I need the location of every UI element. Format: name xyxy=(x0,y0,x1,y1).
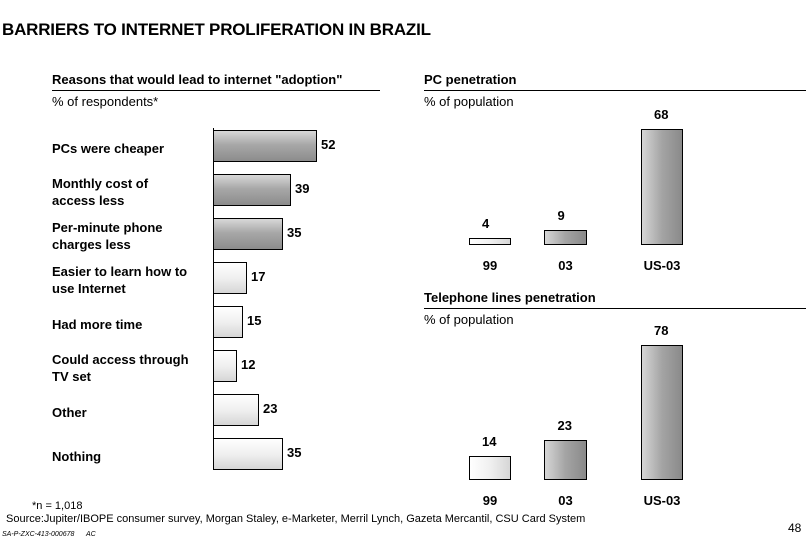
pc-tick-label: US-03 xyxy=(643,258,681,273)
data-label: 17 xyxy=(251,269,266,284)
phone-header-rule xyxy=(424,308,806,309)
category-label-line: access less xyxy=(52,193,125,208)
category-label: Per-minute phone charges less xyxy=(52,219,163,253)
pc-data-label: 4 xyxy=(482,216,490,231)
phone-chart-subtitle: % of population xyxy=(424,312,514,327)
data-label: 39 xyxy=(295,181,310,196)
reasons-chart-title: Reasons that would lead to internet "ado… xyxy=(52,72,343,87)
phone-data-label: 14 xyxy=(482,434,497,449)
category-label-line: use Internet xyxy=(52,281,126,296)
phone-tick-label: US-03 xyxy=(643,493,681,508)
phone-data-label: 78 xyxy=(654,323,669,338)
pc-bar xyxy=(469,238,511,245)
pc-bar xyxy=(641,129,683,245)
reasons-axis-line xyxy=(213,128,214,468)
pc-tick-label: 03 xyxy=(558,258,573,273)
pc-chart-subtitle: % of population xyxy=(424,94,514,109)
phone-bar xyxy=(544,440,587,480)
category-label: Nothing xyxy=(52,448,101,465)
data-label: 23 xyxy=(263,401,278,416)
category-label-line: Per-minute phone xyxy=(52,220,163,235)
phone-tick-label: 99 xyxy=(482,493,498,508)
doc-code: SA-P-ZXC-413-000678 xyxy=(2,531,75,538)
pc-data-label: 9 xyxy=(557,208,565,223)
bar xyxy=(213,438,283,470)
category-label-line: TV set xyxy=(52,369,92,384)
bar xyxy=(213,306,243,338)
phone-tick-label: 03 xyxy=(558,493,573,508)
category-label: Other xyxy=(52,404,87,421)
reasons-header-rule xyxy=(52,90,380,91)
category-label-line: Had more time xyxy=(52,316,143,332)
phone-chart-title: Telephone lines penetration xyxy=(424,290,596,305)
category-label: Monthly cost of access less xyxy=(52,175,148,209)
page-title: BARRIERS TO INTERNET PROLIFERATION IN BR… xyxy=(2,20,431,39)
bar xyxy=(213,218,283,250)
data-label: 52 xyxy=(321,137,336,152)
bar xyxy=(213,350,237,382)
category-label-line: Easier to learn how to xyxy=(52,264,188,279)
bar xyxy=(213,174,291,206)
category-label-line: charges less xyxy=(52,237,131,252)
source-note: Source:Jupiter/IBOPE consumer survey, Mo… xyxy=(6,513,586,525)
doc-initials: AC xyxy=(86,531,96,538)
category-label-line: Monthly cost of xyxy=(52,176,149,191)
pc-data-label: 68 xyxy=(654,107,669,122)
bar xyxy=(213,262,247,294)
category-label-line: Could access through xyxy=(52,352,189,367)
page-number: 48 xyxy=(788,521,802,535)
footnote: *n = 1,018 xyxy=(32,500,83,512)
category-label-line: Nothing xyxy=(52,448,102,464)
pc-chart-title: PC penetration xyxy=(424,72,517,87)
pc-header-rule xyxy=(424,90,806,91)
phone-bar xyxy=(469,456,511,480)
bar xyxy=(213,130,317,162)
reasons-chart-subtitle: % of respondents* xyxy=(52,94,159,109)
category-label: Had more time xyxy=(52,316,142,333)
category-label: Could access through TV set xyxy=(52,351,189,385)
phone-bar xyxy=(641,345,683,480)
data-label: 12 xyxy=(241,357,256,372)
data-label: 35 xyxy=(287,225,302,240)
bar xyxy=(213,394,259,426)
category-label: Easier to learn how to use Internet xyxy=(52,263,187,297)
category-label-line: PCs were cheaper xyxy=(52,140,165,156)
category-label-line: Other xyxy=(52,404,87,420)
pc-tick-label: 99 xyxy=(482,258,498,273)
phone-data-label: 23 xyxy=(557,418,572,433)
data-label: 35 xyxy=(287,445,302,460)
pc-bar xyxy=(544,230,587,245)
data-label: 15 xyxy=(247,313,262,328)
category-label: PCs were cheaper xyxy=(52,140,164,157)
